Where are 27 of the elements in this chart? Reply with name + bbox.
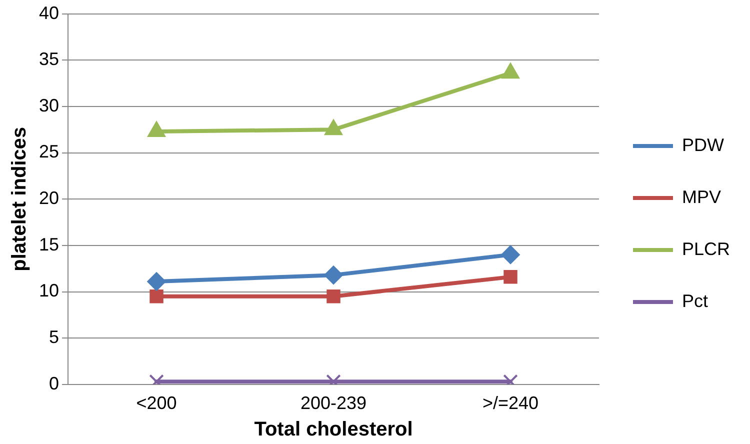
point [501, 62, 520, 79]
point [147, 120, 166, 137]
point [150, 290, 164, 304]
x-tick-label: >/=240 [482, 393, 539, 414]
point [326, 290, 340, 304]
x-tick-label: <200 [136, 393, 177, 414]
point [324, 266, 344, 285]
x-axis-title: Total cholesterol [254, 418, 413, 441]
point [500, 245, 520, 264]
legend-label: Pct [682, 290, 708, 311]
point [147, 272, 166, 292]
y-tick-label: 5 [49, 327, 60, 348]
y-tick-label: 20 [38, 188, 60, 208]
y-tick-label: 0 [49, 373, 60, 394]
point [324, 119, 343, 136]
y-tick-label: 25 [38, 142, 60, 162]
point [504, 270, 518, 284]
y-tick-label: 40 [38, 2, 60, 23]
y-tick-label: 10 [38, 280, 60, 301]
legend-label: MPV [682, 186, 721, 207]
y-tick-label: 30 [38, 95, 60, 116]
y-tick-label: 15 [38, 234, 60, 254]
x-tick-label: 200-239 [300, 393, 367, 414]
y-axis-title: platelet indices [8, 126, 31, 272]
y-tick-label: 35 [38, 49, 60, 70]
legend-label: PDW [682, 134, 724, 155]
legend-label: PLCR [682, 238, 730, 259]
